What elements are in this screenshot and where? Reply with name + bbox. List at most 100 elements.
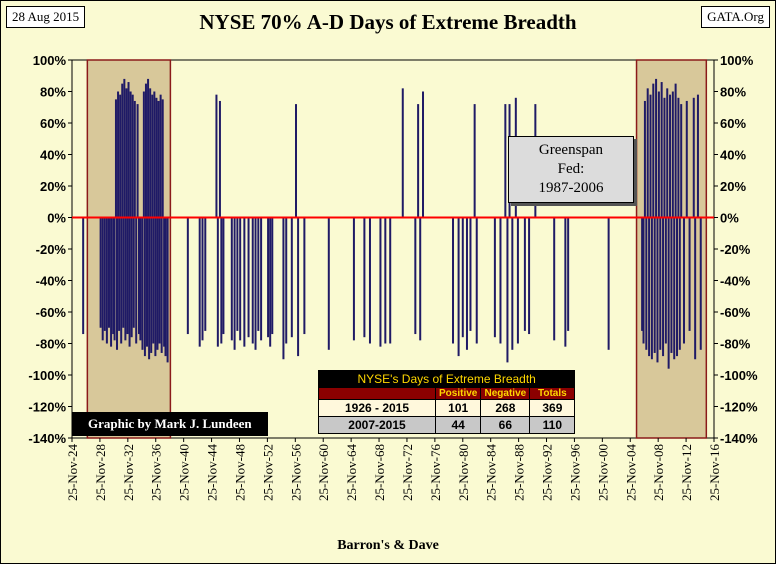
y-tick-label: 40% (720, 148, 746, 163)
bar (655, 78, 658, 218)
y-tick-label: -20% (36, 242, 67, 257)
bar (222, 217, 225, 335)
bar (664, 217, 667, 344)
stats-table: NYSE's Days of Extreme Breadth Positive … (317, 370, 576, 434)
bar (271, 217, 274, 335)
bar (260, 217, 263, 341)
bar (473, 104, 476, 218)
y-tick-label: 40% (40, 148, 66, 163)
bar (143, 217, 146, 357)
bar (642, 217, 645, 344)
bar (160, 217, 163, 353)
bar (239, 217, 242, 341)
bar (117, 91, 120, 218)
bar (130, 217, 133, 338)
bar (119, 94, 122, 218)
annotation-line: Greenspan (538, 142, 604, 158)
x-tick-label: 25-Nov-40 (177, 444, 192, 501)
y-tick-label: -140% (28, 431, 66, 446)
x-tick-label: 25-Nov-28 (93, 444, 108, 501)
bar (660, 82, 663, 218)
stats-row: 2007-2015 44 66 110 (318, 416, 576, 434)
bar (144, 83, 147, 218)
x-tick-label: 25-Nov-80 (456, 444, 471, 501)
bar (122, 217, 125, 328)
bar (282, 217, 285, 360)
bar (141, 217, 144, 350)
bar (475, 217, 478, 344)
x-tick-label: 25-Nov-36 (149, 444, 164, 502)
bar (327, 217, 330, 350)
bar (132, 217, 135, 328)
bar (159, 94, 162, 218)
bar (82, 217, 85, 335)
bar (669, 94, 672, 218)
bar (161, 99, 164, 218)
bar (147, 78, 150, 218)
bar (643, 100, 646, 218)
bar (422, 91, 425, 218)
stats-positive: 101 (434, 399, 482, 417)
bar (151, 94, 154, 218)
bar (641, 217, 644, 331)
bar (148, 217, 151, 360)
y-tick-label: 100% (33, 53, 67, 68)
bar (692, 97, 695, 218)
bar (236, 217, 239, 331)
x-tick-label: 25-Nov-04 (623, 444, 638, 502)
bar (113, 217, 116, 341)
bar (129, 91, 132, 218)
stats-col-header: Positive (434, 387, 482, 400)
bar (389, 217, 392, 344)
date-label: 28 Aug 2015 (6, 6, 86, 28)
bar (150, 217, 153, 353)
stats-title: NYSE's Days of Extreme Breadth (317, 370, 576, 388)
stats-period: 1926 - 2015 (318, 399, 436, 417)
bar (230, 217, 233, 341)
bar (499, 217, 502, 344)
bar (504, 104, 507, 218)
bar (295, 104, 298, 218)
bar (662, 217, 665, 357)
stats-col-header: Totals (529, 387, 576, 400)
y-tick-label: -20% (720, 242, 751, 257)
stats-col-header (318, 387, 436, 400)
bar (118, 217, 121, 331)
bar (607, 217, 610, 350)
bar (152, 217, 155, 344)
y-tick-label: -60% (36, 305, 67, 320)
chart-title: NYSE 70% A-D Days of Extreme Breadth (199, 10, 577, 34)
bar (120, 217, 123, 344)
bar (678, 217, 681, 350)
bar (379, 217, 382, 347)
bar (553, 217, 556, 341)
x-tick-label: 25-Nov-72 (400, 444, 415, 501)
y-tick-label: 60% (40, 116, 66, 131)
stats-period: 2007-2015 (318, 416, 436, 434)
bar (645, 217, 648, 350)
bar (461, 217, 464, 338)
y-tick-label: -40% (36, 274, 67, 289)
stats-col-header: Negative (480, 387, 531, 400)
bar (674, 83, 677, 218)
bar (677, 97, 680, 218)
bar (198, 217, 201, 347)
bar (103, 217, 106, 331)
bar (290, 217, 293, 338)
bar (131, 94, 134, 218)
bar (99, 217, 102, 328)
bar (139, 217, 142, 341)
y-tick-label: 20% (40, 179, 66, 194)
bar (685, 100, 688, 218)
bar (153, 91, 156, 218)
bar (676, 217, 679, 357)
annotation-line: 1987-2006 (538, 180, 604, 196)
bar (251, 217, 254, 344)
bar (201, 217, 204, 341)
bar (216, 217, 219, 347)
bar (659, 217, 662, 350)
greenspan-annotation: Greenspan Fed: 1987-2006 (508, 136, 634, 203)
bar (156, 217, 159, 350)
x-tick-label: 25-Nov-00 (595, 444, 610, 501)
